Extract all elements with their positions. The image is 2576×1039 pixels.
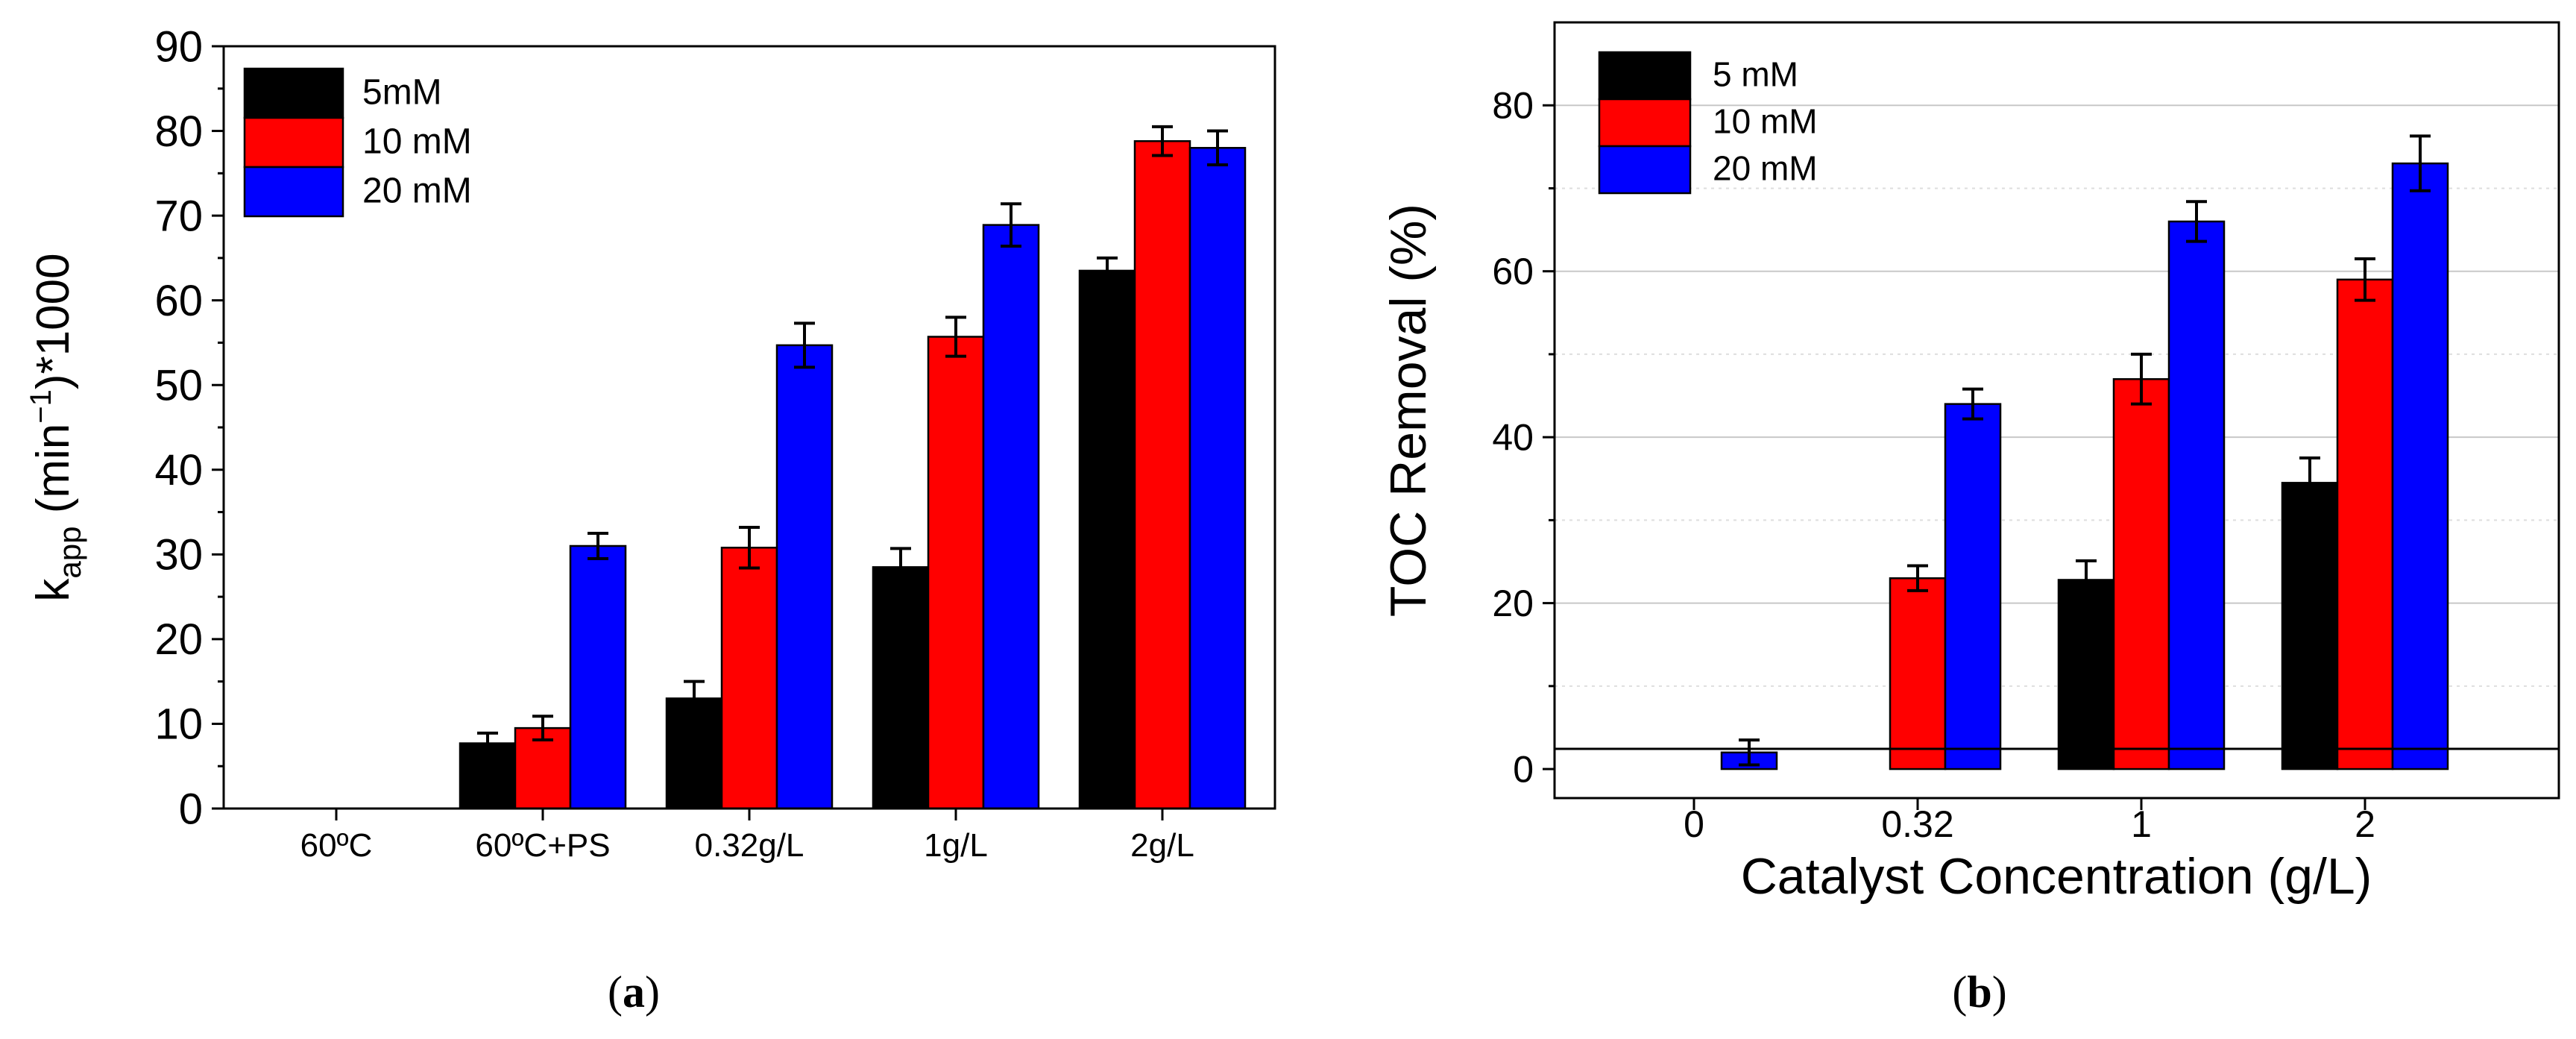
a-y-tick-label: 10 bbox=[154, 700, 203, 749]
a-panel-label: (a) bbox=[608, 967, 660, 1017]
b-x-ticks: 0 0.32 1 2 bbox=[1684, 798, 2375, 845]
a-y-tick-label: 20 bbox=[154, 615, 203, 664]
a-y-axis-label-main: k bbox=[28, 578, 79, 602]
b-y-tick-label: 40 bbox=[1492, 417, 1534, 459]
b-legend-label: 5 mM bbox=[1713, 54, 1798, 93]
b-plot-frame bbox=[1553, 21, 2560, 800]
b-legend-label: 20 mM bbox=[1713, 148, 1818, 187]
a-x-ticks: 60ºC 60ºC+PS 0.32g/L 1g/L 2g/L bbox=[300, 809, 1194, 864]
a-x-tick-label: 1g/L bbox=[924, 827, 988, 864]
a-x-tick-label: 60ºC bbox=[300, 827, 373, 864]
b-x-tick-label: 1 bbox=[2131, 803, 2152, 845]
a-y-tick-label: 90 bbox=[154, 22, 203, 71]
b-bar-1 bbox=[2281, 482, 2339, 770]
a-bar-3 bbox=[775, 344, 834, 810]
b-y-ticks: 0 20 40 60 80 bbox=[1492, 85, 1555, 791]
a-y-ticks: 0 10 20 30 40 50 60 70 80 90 bbox=[154, 22, 224, 833]
a-bar-3 bbox=[1188, 147, 1247, 810]
b-x-tick-label: 0 bbox=[1684, 803, 1704, 845]
a-legend: 5mM 10 mM 20 mM bbox=[243, 67, 472, 218]
b-legend-swatch bbox=[1598, 98, 1692, 148]
b-bar-3 bbox=[1944, 403, 2002, 770]
a-bar-1 bbox=[872, 566, 930, 810]
a-legend-label: 10 mM bbox=[362, 122, 472, 162]
a-y-tick-label: 30 bbox=[154, 531, 203, 580]
a-bar-2 bbox=[514, 726, 572, 810]
a-y-axis-label: kapp (min−1)*1000 bbox=[25, 253, 87, 601]
a-y-axis-label-unit-pre: (min bbox=[28, 424, 79, 527]
a-x-tick-label: 2g/L bbox=[1130, 827, 1194, 864]
b-legend-swatch bbox=[1598, 145, 1692, 195]
a-legend-swatch bbox=[243, 67, 344, 119]
a-y-axis-label-unit-post: )*1000 bbox=[28, 253, 79, 389]
panel-b: 0 20 40 60 80 0 0.32 1 2 TOC Removal (%) Cataly… bbox=[1380, 21, 2560, 1017]
a-legend-swatch bbox=[243, 166, 344, 218]
a-legend-label: 20 mM bbox=[362, 172, 472, 211]
b-legend-swatch bbox=[1598, 51, 1692, 101]
a-bar-1 bbox=[1078, 269, 1136, 810]
b-x-tick-label: 2 bbox=[2355, 803, 2375, 845]
b-y-tick-label: 80 bbox=[1492, 85, 1534, 127]
a-y-axis-label-subscript: app bbox=[52, 527, 87, 579]
b-legend: 5 mM 10 mM 20 mM bbox=[1598, 51, 1818, 195]
b-bar-3 bbox=[2391, 162, 2449, 770]
b-error-bars bbox=[1739, 134, 2431, 767]
b-bar-2 bbox=[2336, 278, 2394, 770]
a-legend-swatch bbox=[243, 116, 344, 169]
a-bar-2 bbox=[1133, 139, 1191, 810]
b-bar-2 bbox=[1889, 577, 1947, 770]
b-panel-label: (b) bbox=[1952, 967, 2006, 1017]
b-x-tick-label: 0.32 bbox=[1881, 803, 1953, 845]
b-y-tick-label: 20 bbox=[1492, 583, 1534, 624]
a-error-bars bbox=[477, 125, 1228, 756]
b-y-tick-label: 0 bbox=[1513, 749, 1534, 791]
a-y-tick-label: 0 bbox=[179, 785, 203, 833]
a-bar-3 bbox=[569, 544, 627, 810]
a-x-tick-label: 60ºC+PS bbox=[475, 827, 610, 864]
a-y-tick-label: 70 bbox=[154, 192, 203, 240]
a-legend-label: 5mM bbox=[362, 73, 442, 113]
a-y-axis-label-superscript: −1 bbox=[25, 389, 57, 424]
b-legend-label: 10 mM bbox=[1713, 101, 1818, 140]
a-y-tick-label: 50 bbox=[154, 362, 203, 410]
b-bar-3 bbox=[2167, 220, 2226, 770]
a-y-tick-label: 80 bbox=[154, 107, 203, 156]
a-y-tick-label: 40 bbox=[154, 446, 203, 495]
b-bars bbox=[1720, 162, 2449, 770]
b-bar-1 bbox=[2057, 579, 2115, 770]
a-x-tick-label: 0.32g/L bbox=[695, 827, 804, 864]
a-bar-2 bbox=[927, 336, 985, 810]
b-bar-2 bbox=[2112, 378, 2170, 770]
a-bars bbox=[459, 139, 1247, 810]
b-y-tick-label: 60 bbox=[1492, 251, 1534, 292]
a-bar-3 bbox=[982, 224, 1040, 810]
panel-a: 0 10 20 30 40 50 60 70 80 90 60ºC 60ºC+PS 0.32g/L 1g… bbox=[25, 22, 1276, 1017]
b-y-axis-label: TOC Removal (%) bbox=[1380, 204, 1437, 617]
b-x-axis-label: Catalyst Concentration (g/L) bbox=[1741, 848, 2372, 905]
a-bar-2 bbox=[720, 546, 778, 810]
a-y-tick-label: 60 bbox=[154, 277, 203, 325]
